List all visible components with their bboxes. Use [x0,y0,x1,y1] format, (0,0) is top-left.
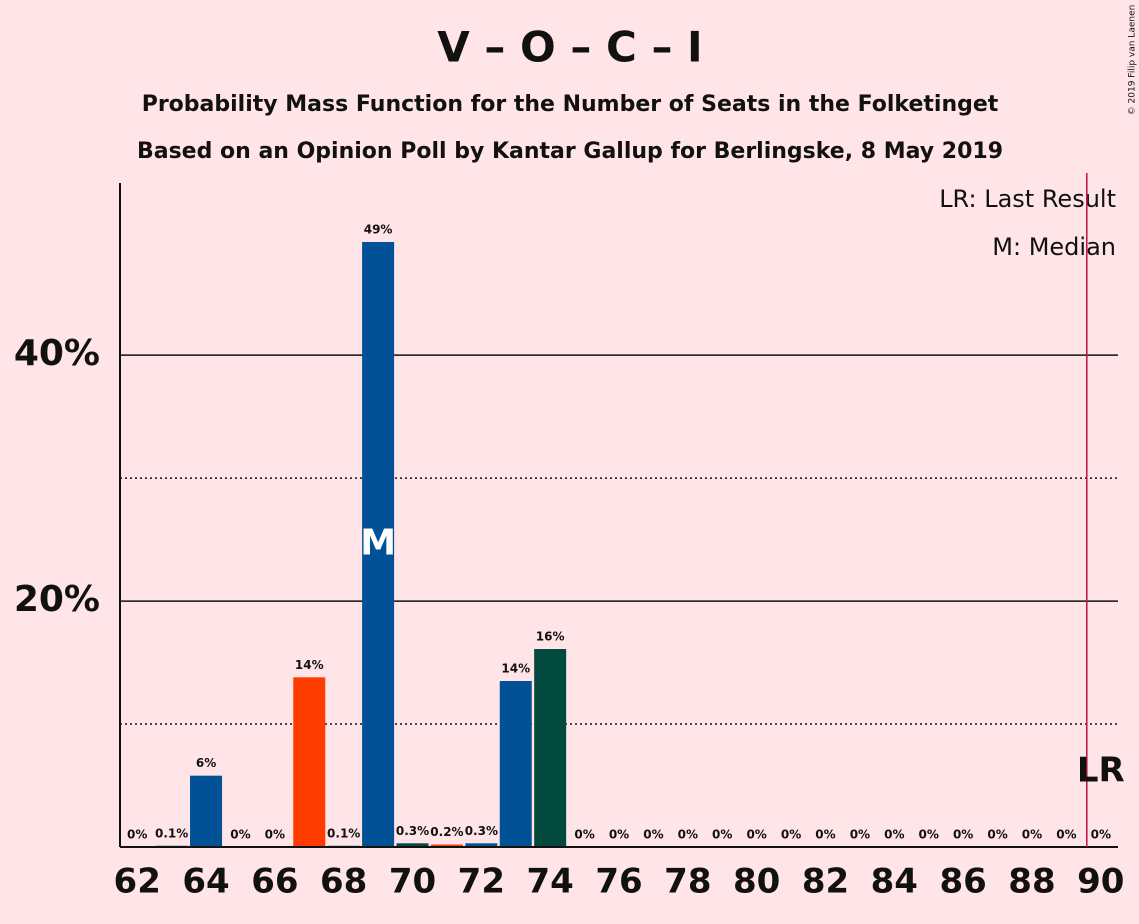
bar [430,844,463,847]
value-label: 0% [953,828,973,842]
value-label: 49% [364,223,393,237]
x-tick-label: 76 [595,862,642,902]
x-tick-label: 68 [320,862,367,902]
value-label: 0% [850,828,870,842]
copyright: © 2019 Filip van Laenen [1128,5,1138,116]
value-label: 0% [746,828,766,842]
legend-entry: LR: Last Result [939,185,1116,213]
last-result-label: LR [1077,751,1125,791]
median-label: M [360,523,396,564]
value-label: 14% [501,662,530,676]
x-tick-label: 74 [527,862,574,902]
value-label: 0% [678,828,698,842]
value-label: 0.1% [155,826,188,840]
subtitle: Based on an Opinion Poll by Kantar Gallu… [137,139,1003,164]
value-label: 0% [987,828,1007,842]
x-tick-label: 64 [182,862,229,902]
value-label: 16% [536,630,565,644]
value-label: 0.2% [430,825,463,839]
value-label: 0.1% [327,826,360,840]
x-tick-label: 80 [733,862,780,902]
value-label: 6% [196,756,216,770]
y-tick-label: 40% [14,333,100,374]
x-tick-label: 88 [1008,862,1055,902]
x-tick-label: 78 [664,862,711,902]
x-tick-label: 72 [458,862,505,902]
x-tick-label: 84 [871,862,918,902]
value-label: 0% [127,828,147,842]
value-label: 0% [1091,828,1111,842]
x-tick-label: 82 [802,862,849,902]
value-label: 0% [609,828,629,842]
bar [465,843,498,847]
value-label: 0% [230,828,250,842]
bar [293,677,326,847]
value-label: 0% [712,828,732,842]
value-label: 0.3% [465,824,498,838]
value-label: 0% [815,828,835,842]
bar [534,649,567,847]
x-tick-label: 62 [114,862,161,902]
legend-entry: M: Median [992,233,1116,261]
x-tick-label: 86 [939,862,986,902]
subtitle: Probability Mass Function for the Number… [142,92,999,117]
value-label: 14% [295,658,324,672]
value-label: 0% [643,828,663,842]
x-tick-label: 70 [389,862,436,902]
value-label: 0% [574,828,594,842]
value-label: 0% [1022,828,1042,842]
bar [190,775,223,847]
value-label: 0% [1056,828,1076,842]
chart-title: V – O – C – I [437,23,702,72]
y-tick-label: 20% [14,579,100,620]
bar [499,681,532,847]
x-tick-label: 90 [1077,862,1124,902]
value-label: 0% [781,828,801,842]
value-label: 0% [919,828,939,842]
value-label: 0% [265,828,285,842]
bar [362,242,395,847]
bar [396,843,429,847]
value-label: 0% [884,828,904,842]
x-tick-label: 66 [251,862,298,902]
value-label: 0.3% [396,824,429,838]
